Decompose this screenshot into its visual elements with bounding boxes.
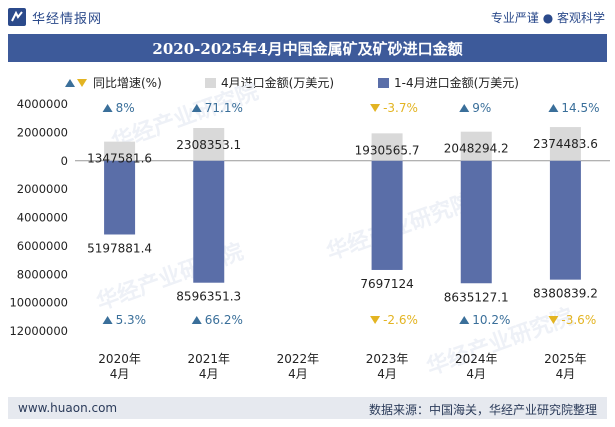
legend-cumulative: 1-4月进口金额(万美元)	[378, 74, 519, 91]
legend-april-label: 4月进口金额(万美元)	[221, 76, 334, 90]
y-tick-label: 8000000	[17, 267, 68, 281]
cumulative-bar	[549, 160, 581, 280]
april-bar	[104, 141, 136, 161]
legend-april: 4月进口金额(万美元)	[205, 74, 334, 91]
april-bar	[193, 128, 225, 161]
growth-down-marker	[370, 104, 381, 112]
april-swatch	[205, 77, 216, 88]
title-bar: 2020-2025年4月中国金属矿及矿砂进口金额	[8, 34, 607, 62]
legend-cumulative-label: 1-4月进口金额(万美元)	[394, 76, 519, 90]
footer: www.huaon.com 数据来源：中国海关，华经产业研究院整理	[8, 397, 607, 419]
cumulative-growth-label: -2.6%	[383, 313, 418, 327]
april-growth-label: -3.7%	[383, 101, 418, 115]
growth-up-marker	[102, 316, 113, 324]
x-tick-label: 4月	[466, 367, 486, 381]
growth-up-marker	[191, 316, 202, 324]
april-growth-label: 14.5%	[561, 101, 599, 115]
cumulative-value-label: 8635127.1	[444, 290, 509, 304]
cumulative-bar	[371, 160, 403, 270]
cumulative-swatch	[378, 77, 389, 88]
cumulative-value-label: 7697124	[360, 277, 413, 291]
growth-up-marker	[459, 104, 470, 112]
x-tick-label: 4月	[377, 367, 397, 381]
growth-up-marker	[102, 104, 113, 112]
x-tick-label: 2023年	[366, 352, 409, 366]
growth-down-icon	[77, 78, 87, 87]
y-tick-label: 4000000	[17, 211, 68, 225]
april-bar	[549, 127, 581, 161]
april-bar	[460, 131, 492, 161]
cumulative-value-label: 8380839.2	[533, 287, 598, 301]
brand: 华经情报网	[8, 8, 103, 27]
april-value-label: 2308353.1	[176, 138, 241, 152]
brand-name: 华经情报网	[32, 11, 103, 27]
growth-up-icon	[65, 78, 75, 87]
april-growth-label: 71.1%	[205, 101, 243, 115]
x-tick-label: 4月	[199, 367, 219, 381]
april-growth-label: 9%	[472, 101, 491, 115]
x-tick-label: 4月	[110, 367, 130, 381]
april-growth-label: 8%	[116, 101, 135, 115]
april-bar	[371, 133, 403, 161]
footer-site: www.huaon.com	[18, 401, 118, 415]
april-value-label: 1347581.6	[87, 152, 152, 166]
x-tick-label: 2024年	[455, 352, 498, 366]
y-tick-label: 12000000	[9, 324, 68, 338]
tagline: 专业严谨 ● 客观科学	[490, 11, 605, 25]
x-tick-label: 2025年	[544, 352, 587, 366]
y-tick-label: 10000000	[9, 296, 68, 310]
cumulative-bar	[193, 160, 225, 283]
y-tick-label: 4000000	[17, 97, 68, 111]
top-bar: 华经情报网 专业严谨 ● 客观科学	[0, 0, 615, 34]
x-tick-label: 4月	[556, 367, 576, 381]
cumulative-growth-label: 66.2%	[205, 313, 243, 327]
cumulative-value-label: 8596351.3	[176, 290, 241, 304]
chart-title: 2020-2025年4月中国金属矿及矿砂进口金额	[152, 40, 463, 58]
x-tick-label: 2022年	[277, 352, 320, 366]
legend-growth: 同比增速(%)	[65, 74, 162, 91]
y-tick-label: 2000000	[17, 125, 68, 139]
growth-down-marker	[548, 316, 559, 324]
cumulative-growth-label: 5.3%	[116, 313, 147, 327]
april-value-label: 2048294.2	[444, 142, 509, 156]
cumulative-bar	[104, 160, 136, 235]
cumulative-bar	[460, 160, 492, 284]
legend-growth-label: 同比增速(%)	[93, 76, 162, 90]
cumulative-value-label: 5197881.4	[87, 241, 152, 255]
growth-down-marker	[370, 316, 381, 324]
growth-up-marker	[548, 104, 559, 112]
april-value-label: 1930565.7	[355, 143, 420, 157]
growth-up-marker	[459, 316, 470, 324]
cumulative-growth-label: 10.2%	[472, 313, 510, 327]
growth-up-marker	[191, 104, 202, 112]
y-tick-label: 0	[61, 154, 68, 168]
april-value-label: 2374483.6	[533, 137, 598, 151]
y-tick-label: 2000000	[17, 182, 68, 196]
cumulative-growth-label: -3.6%	[561, 313, 596, 327]
x-tick-label: 2020年	[98, 352, 141, 366]
huajing-logo-icon	[8, 8, 26, 26]
footer-source: 数据来源：中国海关，华经产业研究院整理	[368, 403, 597, 417]
legend: 同比增速(%) 4月进口金额(万美元) 1-4月进口金额(万美元)	[0, 74, 615, 94]
x-tick-label: 4月	[288, 367, 308, 381]
y-tick-label: 6000000	[17, 239, 68, 253]
x-tick-label: 2021年	[187, 352, 230, 366]
